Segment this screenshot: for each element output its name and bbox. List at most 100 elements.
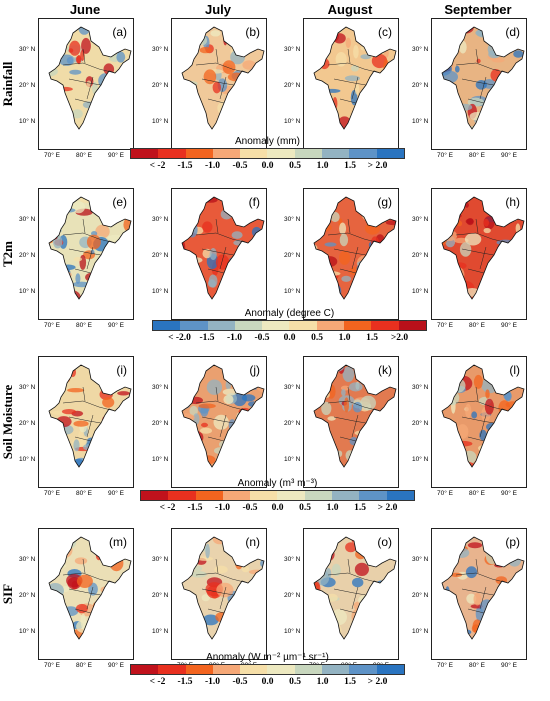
colorbar-swatch bbox=[398, 321, 426, 330]
colorbar-ticks: < -2.0 -1.5 -1.0 -0.5 0.0 0.5 1.0 1.5 >2.0 bbox=[166, 333, 414, 343]
region-boundaries bbox=[62, 218, 116, 274]
longitude-tick-label: 80° E bbox=[76, 322, 92, 329]
colorbar-swatch bbox=[359, 491, 387, 500]
map-panel: (l) bbox=[431, 356, 527, 488]
colorbar-swatch bbox=[267, 665, 295, 674]
map-panel: (e) bbox=[38, 188, 134, 320]
colorbar-swatch bbox=[376, 665, 404, 674]
latitude-tick-label: 20° N bbox=[152, 420, 169, 427]
india-anomaly-map bbox=[181, 536, 265, 640]
colorbar-title: Anomaly (W m⁻² µm⁻¹ sr⁻¹) bbox=[206, 652, 329, 663]
colorbar-swatch bbox=[234, 321, 263, 330]
india-anomaly-map bbox=[48, 536, 132, 640]
latitude-tick-label: 30° N bbox=[412, 216, 429, 223]
colorbar-swatch bbox=[222, 491, 251, 500]
map-panel: (i) bbox=[38, 356, 134, 488]
panel-label: (g) bbox=[377, 195, 392, 209]
colorbar-tick-label: < -2 bbox=[149, 677, 166, 687]
latitude-tick-label: 20° N bbox=[412, 420, 429, 427]
latitude-tick-label: 20° N bbox=[284, 82, 301, 89]
longitude-tick-label: 70° E bbox=[44, 490, 60, 497]
india-anomaly-map bbox=[181, 364, 265, 468]
region-boundaries bbox=[62, 558, 116, 614]
colorbar-tick-label: 0.5 bbox=[289, 161, 301, 171]
longitude-tick-label: 80° E bbox=[76, 152, 92, 159]
india-anomaly-map bbox=[313, 536, 397, 640]
latitude-tick-label: 10° N bbox=[412, 628, 429, 635]
colorbar-swatch bbox=[262, 321, 290, 330]
latitude-tick-label: 20° N bbox=[412, 82, 429, 89]
region-boundaries bbox=[195, 558, 249, 614]
latitude-tick-label: 20° N bbox=[19, 592, 36, 599]
colorbar-tick-label: < -2.0 bbox=[168, 333, 191, 343]
colorbar-tick-label: -1.0 bbox=[204, 677, 221, 687]
india-anomaly-map bbox=[441, 26, 525, 130]
latitude-tick-label: 20° N bbox=[152, 592, 169, 599]
panel-label: (b) bbox=[245, 25, 260, 39]
latitude-tick-label: 20° N bbox=[152, 82, 169, 89]
row-label-soil-moisture: Soil Moisture bbox=[0, 384, 15, 460]
map-panel: (d) bbox=[431, 18, 527, 150]
panel-label: (o) bbox=[377, 535, 392, 549]
colorbar-tick-label: 0.0 bbox=[271, 503, 284, 513]
colorbar-tick-label: > 2.0 bbox=[367, 161, 388, 171]
colorbar-title: Anomaly (m³ m⁻³) bbox=[237, 478, 318, 489]
colorbar-tick-label: -0.5 bbox=[254, 333, 270, 343]
longitude-tick-label: 70° E bbox=[44, 322, 60, 329]
colorbar-swatch bbox=[212, 665, 241, 674]
india-anomaly-map bbox=[181, 26, 265, 130]
colorbar-tick-label: 1.0 bbox=[316, 677, 329, 687]
colorbar-title: Anomaly (mm) bbox=[234, 136, 300, 147]
column-header-july: July bbox=[204, 2, 231, 17]
panel-label: (c) bbox=[378, 25, 392, 39]
colorbar-swatch bbox=[371, 321, 399, 330]
colorbar-tick-label: 1.5 bbox=[354, 503, 366, 513]
colorbar-tick-label: 1.0 bbox=[338, 333, 351, 343]
panel-label: (p) bbox=[505, 535, 520, 549]
colorbar-tick-label: -1.0 bbox=[204, 161, 221, 171]
latitude-tick-label: 30° N bbox=[19, 216, 36, 223]
latitude-tick-label: 30° N bbox=[284, 216, 301, 223]
colorbar-tick-label: 0.5 bbox=[289, 677, 301, 687]
map-panel: (n) bbox=[171, 528, 267, 660]
panel-label: (e) bbox=[112, 195, 127, 209]
colorbar-swatch bbox=[304, 491, 333, 500]
colorbar-swatch bbox=[332, 491, 360, 500]
colorbar-title: Anomaly (degree C) bbox=[244, 308, 335, 319]
colorbar-tick-label: 0.5 bbox=[299, 503, 311, 513]
colorbar-ticks: < -2 -1.5 -1.0 -0.5 0.0 0.5 1.0 1.5 > 2.0 bbox=[144, 677, 392, 687]
longitude-tick-label: 90° E bbox=[501, 322, 517, 329]
colorbar-swatch bbox=[344, 321, 372, 330]
colorbar-tick-label: -1.5 bbox=[177, 677, 193, 687]
colorbar-swatch bbox=[349, 665, 377, 674]
map-panel: (p) bbox=[431, 528, 527, 660]
latitude-tick-label: 30° N bbox=[152, 384, 169, 391]
colorbar-swatch bbox=[131, 149, 159, 158]
colorbar-tick-label: 0.0 bbox=[261, 677, 274, 687]
panel-label: (m) bbox=[109, 535, 127, 549]
latitude-tick-label: 10° N bbox=[152, 456, 169, 463]
colorbar-tick-label: 1.0 bbox=[316, 161, 329, 171]
colorbar-swatch bbox=[195, 491, 223, 500]
latitude-tick-label: 10° N bbox=[152, 288, 169, 295]
india-anomaly-map bbox=[48, 26, 132, 130]
latitude-tick-label: 20° N bbox=[412, 252, 429, 259]
colorbar-ticks: < -2 -1.5 -1.0 -0.5 0.0 0.5 1.0 1.5 > 2.0 bbox=[154, 503, 402, 513]
region-boundaries bbox=[327, 558, 381, 614]
colorbar-tick-label: >2.0 bbox=[390, 333, 409, 343]
longitude-tick-label: 70° E bbox=[437, 490, 453, 497]
colorbar bbox=[152, 320, 427, 331]
india-anomaly-map bbox=[48, 364, 132, 468]
colorbar-swatch bbox=[158, 665, 186, 674]
colorbar-swatch bbox=[322, 665, 350, 674]
colorbar-tick-label: > 2.0 bbox=[377, 503, 398, 513]
latitude-tick-label: 20° N bbox=[19, 252, 36, 259]
colorbar-swatch bbox=[277, 491, 305, 500]
panel-label: (l) bbox=[509, 363, 520, 377]
colorbar-tick-label: -1.0 bbox=[226, 333, 243, 343]
india-anomaly-map bbox=[441, 196, 525, 300]
latitude-tick-label: 10° N bbox=[19, 456, 36, 463]
longitude-tick-label: 90° E bbox=[501, 152, 517, 159]
region-boundaries bbox=[62, 48, 116, 104]
latitude-tick-label: 10° N bbox=[152, 118, 169, 125]
